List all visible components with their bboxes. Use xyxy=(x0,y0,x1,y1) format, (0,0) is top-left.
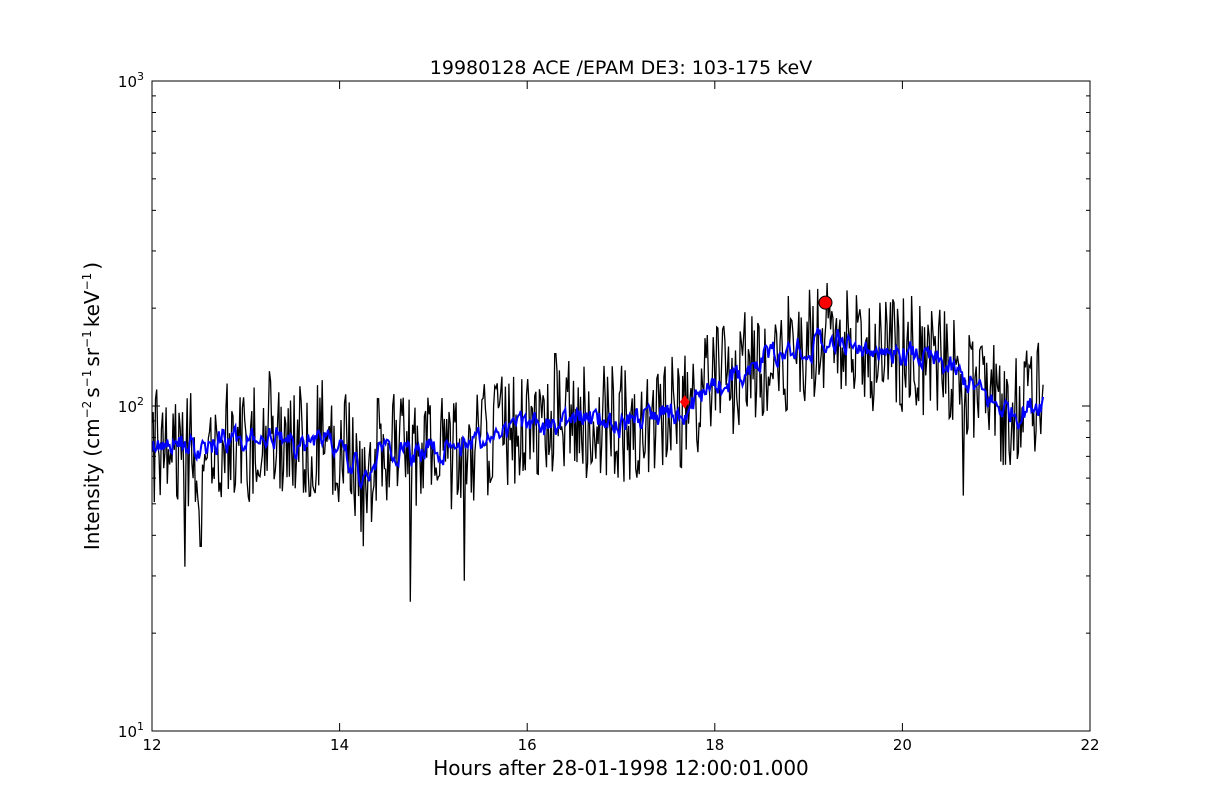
y-tick-label: 101 xyxy=(118,720,144,741)
y-label-exp-1: −2 xyxy=(80,401,94,419)
y-label-exp-4: −1 xyxy=(80,273,94,291)
x-axis-label: Hours after 28-01-1998 12:00:01.000 xyxy=(433,756,809,780)
y-label-unit-s: s xyxy=(80,387,104,397)
marker-layer xyxy=(679,295,833,409)
y-tick-label: 103 xyxy=(118,70,144,91)
y-label-unit-kev: keV xyxy=(80,290,104,327)
y-label-prefix: Intensity (cm xyxy=(80,418,104,550)
x-tick-label: 20 xyxy=(893,736,912,754)
y-label-exp-3: −1 xyxy=(80,330,94,348)
y-axis-label: Intensity (cm−2s−1sr−1keV−1) xyxy=(80,262,104,550)
series-line-1 xyxy=(152,282,1044,602)
series-layer xyxy=(152,282,1045,602)
y-label-suffix: ) xyxy=(80,262,104,270)
x-tick-label: 22 xyxy=(1080,736,1099,754)
y-label-exp-2: −1 xyxy=(80,370,94,388)
onset-marker xyxy=(679,394,690,409)
peak-marker xyxy=(818,295,833,310)
y-tick-label: 102 xyxy=(118,395,144,416)
x-tick-label: 12 xyxy=(142,736,161,754)
x-tick-label: 16 xyxy=(518,736,537,754)
y-label-unit-sr: sr xyxy=(80,347,104,366)
chart-title: 19980128 ACE /EPAM DE3: 103-175 keV xyxy=(430,57,812,79)
tick-layer: 12 14 16 18 20 22 101 102 103 xyxy=(118,70,1100,754)
x-tick-label: 14 xyxy=(330,736,349,754)
x-tick-label: 18 xyxy=(705,736,724,754)
series-line-2 xyxy=(152,327,1045,490)
